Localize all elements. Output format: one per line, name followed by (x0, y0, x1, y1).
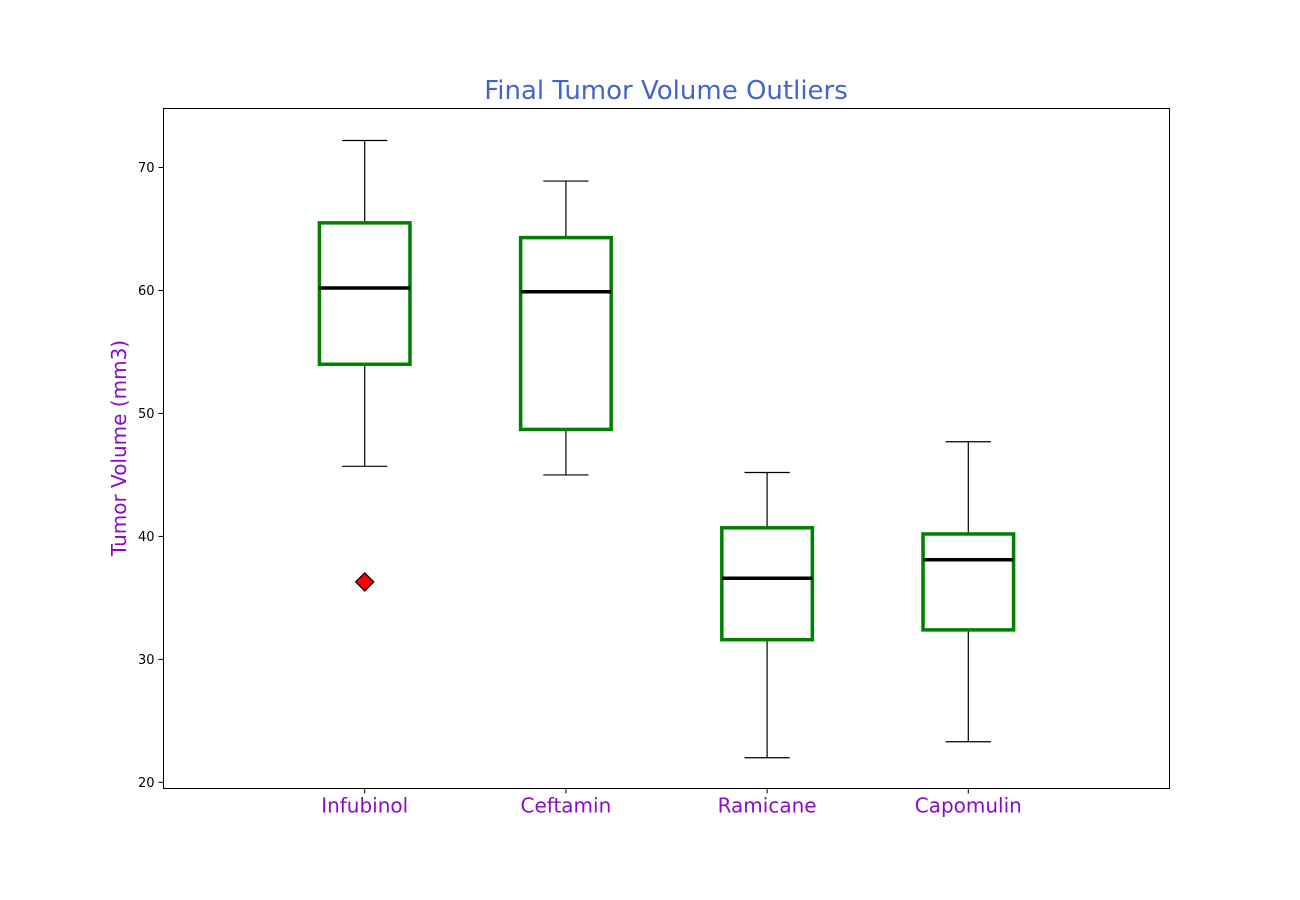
iqr-box (921, 532, 1016, 632)
boxes-layer (317, 139, 1016, 759)
chart-title: Final Tumor Volume Outliers (484, 76, 848, 106)
box-ceftamin (518, 180, 613, 476)
box-ramicane (720, 471, 815, 759)
box-infubinol (317, 139, 412, 592)
iqr-box (720, 526, 815, 642)
y-tick-label: 50 (138, 407, 155, 422)
plot-frame (163, 108, 1170, 789)
iqr-box (518, 235, 613, 432)
x-category-label: Ceftamin (521, 794, 612, 818)
y-axis: 20 30 40 50 60 70 (138, 161, 164, 791)
x-category-label: Infubinol (321, 794, 408, 818)
y-tick-label: 60 (138, 284, 155, 299)
outlier-point (354, 571, 375, 592)
y-tick-label: 30 (138, 653, 155, 668)
x-category-label: Ramicane (718, 794, 817, 818)
box-capomulin (921, 441, 1016, 743)
y-tick-label: 70 (138, 161, 155, 176)
x-category-label: Capomulin (915, 794, 1022, 818)
x-axis: Infubinol Ceftamin Ramicane Capomulin (321, 788, 1022, 818)
iqr-box (317, 221, 412, 367)
y-axis-label: Tumor Volume (mm3) (107, 340, 131, 557)
y-tick-label: 40 (138, 530, 155, 545)
y-tick-label: 20 (138, 776, 155, 791)
